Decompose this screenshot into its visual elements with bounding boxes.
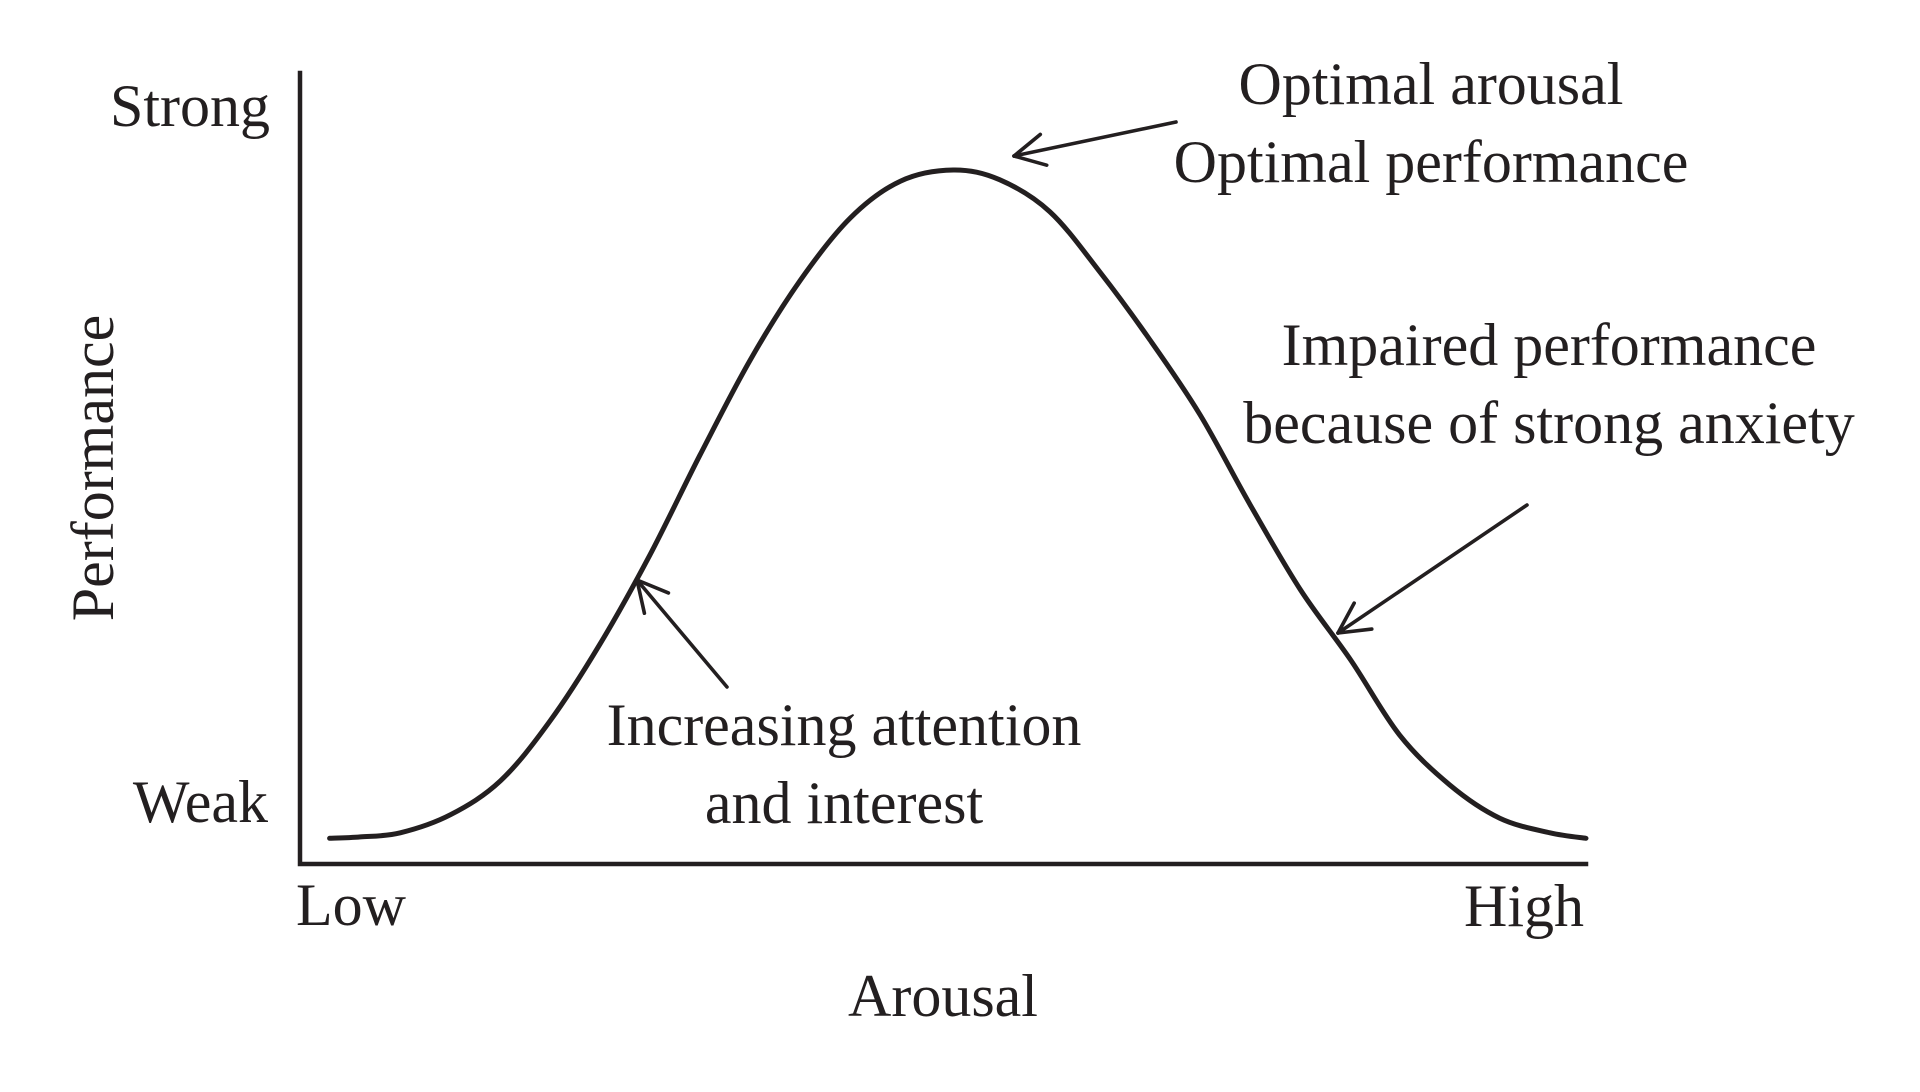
annotation-optimal: Optimal arousal Optimal performance: [1174, 45, 1689, 201]
annotation-increasing: Increasing attention and interest: [607, 686, 1082, 842]
x-axis-max-label: High: [1464, 873, 1584, 939]
annotation-impaired-line2: because of strong anxiety: [1243, 390, 1855, 456]
annotation-impaired: Impaired performance because of strong a…: [1243, 306, 1854, 462]
arrow-impaired-shaft: [1336, 503, 1529, 635]
arrow-impaired-barb: [1336, 627, 1374, 635]
annotation-increasing-line1: Increasing attention: [606, 692, 1082, 758]
x-axis-min-label: Low: [296, 872, 406, 938]
annotation-arrows: [635, 120, 1529, 689]
axes-line: [297, 70, 1589, 867]
y-axis-max-label: Strong: [109, 73, 270, 139]
arrow-optimal-barb: [1012, 154, 1049, 167]
annotation-optimal-line1: Optimal arousal: [1238, 51, 1624, 117]
arrow-optimal-barb: [1012, 132, 1043, 158]
annotation-optimal-line2: Optimal performance: [1173, 129, 1689, 195]
arrow-optimal-shaft: [1012, 120, 1178, 158]
annotation-increasing-line2: and interest: [704, 770, 984, 836]
x-axis-title: Arousal: [848, 963, 1038, 1029]
y-axis-min-label: Weak: [132, 769, 268, 835]
arrow-increasing-barb: [635, 578, 647, 615]
y-axis-title: Performance: [60, 314, 126, 622]
arrow-increasing-barb: [635, 578, 671, 595]
annotation-impaired-line1: Impaired performance: [1281, 312, 1817, 378]
arrow-increasing-shaft: [635, 578, 729, 689]
performance-curve: [327, 167, 1589, 841]
arrow-impaired-barb: [1336, 601, 1356, 635]
